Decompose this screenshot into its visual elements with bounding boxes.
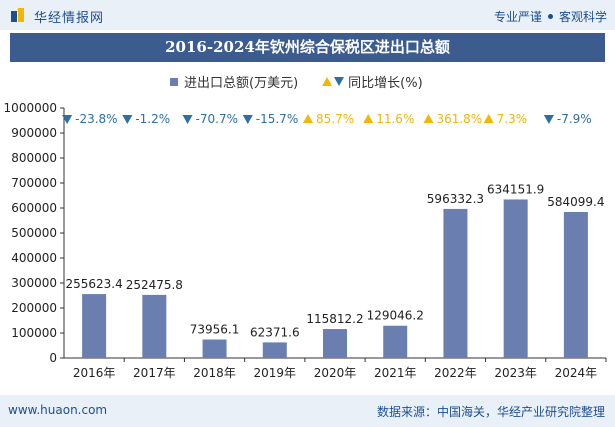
growth-down-marker: [242, 115, 253, 124]
bar: [383, 325, 408, 358]
bar: [202, 339, 227, 358]
y-tick-label: 400000: [11, 251, 57, 265]
footer-bar: www.huaon.com 数据来源：中国海关，华经产业研究院整理: [0, 395, 615, 427]
x-tick-label: 2021年: [374, 366, 417, 380]
x-tick-label: 2022年: [434, 366, 477, 380]
growth-label: -23.8%: [75, 112, 117, 126]
legend-growth-label: 同比增长(%): [348, 76, 423, 91]
brand-logo-icon: [11, 8, 24, 22]
bar-value-label: 255623.4: [65, 277, 122, 291]
growth-down-marker: [543, 115, 554, 124]
growth-label: 85.7%: [316, 112, 354, 126]
bullet-dot-icon: [547, 14, 553, 19]
bar: [563, 211, 588, 358]
data-source: 数据来源：中国海关，华经产业研究院整理: [376, 405, 605, 419]
growth-label: -1.2%: [135, 112, 170, 126]
bar-value-label: 115812.2: [306, 312, 363, 326]
growth-down-marker: [122, 115, 133, 124]
legend-down-triangle-icon: [334, 77, 345, 86]
y-tick-label: 1000000: [4, 101, 57, 115]
bar-value-label: 252475.8: [126, 278, 183, 292]
growth-label: -70.7%: [196, 112, 238, 126]
growth-label: 361.8%: [436, 112, 482, 126]
x-tick-label: 2020年: [314, 366, 357, 380]
legend-up-triangle-icon: [322, 77, 333, 86]
bar: [323, 329, 347, 358]
legend-bar-swatch-icon: [170, 77, 178, 86]
y-tick-label: 100000: [11, 326, 57, 340]
brand-name: 华经情报网: [34, 11, 105, 26]
growth-label: -15.7%: [256, 112, 298, 126]
slogan-left: 专业严谨: [493, 10, 542, 24]
growth-label: 11.6%: [376, 112, 414, 126]
growth-up-marker: [423, 114, 434, 123]
y-tick-label: 300000: [11, 276, 57, 290]
y-tick-label: 700000: [11, 176, 57, 190]
bar: [503, 199, 528, 358]
bar: [262, 342, 287, 358]
bar-value-label: 596332.3: [427, 192, 484, 206]
x-tick-label: 2023年: [494, 366, 537, 380]
bar-value-label: 62371.6: [250, 325, 300, 339]
growth-label: 7.3%: [497, 112, 527, 126]
y-tick-label: 800000: [11, 151, 57, 165]
bar-value-label: 584099.4: [547, 195, 604, 209]
top-banner: 华经情报网 专业严谨 客观科学: [0, 0, 615, 30]
growth-up-marker: [483, 114, 494, 123]
y-tick-label: 600000: [11, 201, 57, 215]
bar-value-label: 634151.9: [487, 182, 544, 196]
x-tick-label: 2018年: [193, 366, 236, 380]
title-bar: 2016-2024年钦州综合保税区进出口总额: [10, 33, 605, 62]
bar-value-label: 73956.1: [190, 323, 240, 337]
legend: 进出口总额(万美元) 同比增长(%): [170, 72, 423, 91]
growth-label: -7.9%: [557, 112, 592, 126]
y-tick-label: 200000: [11, 301, 57, 315]
slogan-right: 客观科学: [558, 10, 607, 24]
bar: [142, 294, 167, 358]
x-tick-label: 2017年: [133, 366, 176, 380]
growth-down-marker: [62, 115, 73, 124]
legend-bar-label: 进出口总额(万美元): [184, 76, 299, 91]
x-tick-label: 2019年: [254, 366, 297, 380]
chart-title: 2016-2024年钦州综合保税区进出口总额: [165, 38, 450, 56]
website-url: www.huaon.com: [8, 403, 108, 417]
growth-down-marker: [182, 115, 193, 124]
y-tick-label: 900000: [11, 126, 57, 140]
y-tick-label: 500000: [11, 226, 57, 240]
bar: [443, 208, 468, 358]
x-tick-label: 2016年: [73, 366, 116, 380]
growth-up-marker: [303, 114, 313, 123]
growth-up-marker: [363, 114, 374, 123]
slogan: 专业严谨 客观科学: [494, 8, 607, 25]
x-tick-label: 2024年: [555, 366, 598, 380]
y-tick-label: 0: [49, 351, 57, 365]
bar: [82, 294, 107, 358]
bar-value-label: 129046.2: [367, 309, 424, 323]
